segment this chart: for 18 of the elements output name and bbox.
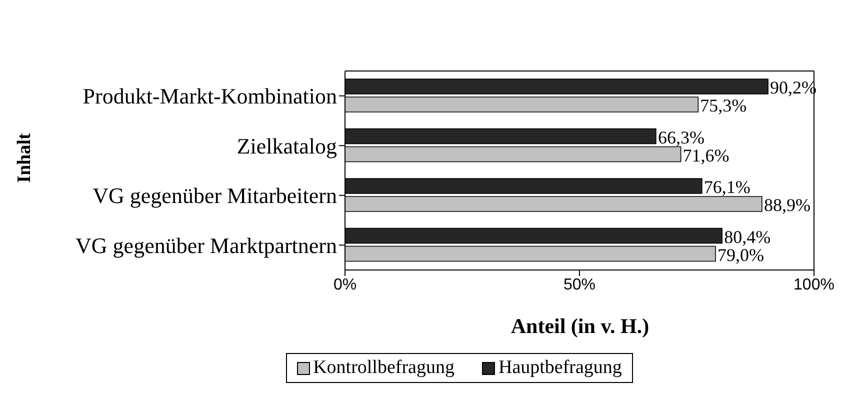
y-tick-label: VG gegenüber Mitarbeitern xyxy=(92,183,337,208)
y-axis-title: Inhalt xyxy=(14,133,36,183)
legend-label: Hauptbefragung xyxy=(497,357,622,379)
y-tick-label: Zielkatalog xyxy=(236,133,337,158)
x-tick-label: 100% xyxy=(794,276,834,294)
legend-label: Kontrollbefragung xyxy=(312,357,454,379)
data-label: 79,0% xyxy=(718,244,764,265)
data-label: 76,1% xyxy=(704,177,750,197)
y-tick-label: Produkt-Markt-Kombination xyxy=(82,84,337,109)
x-tick-label: 0% xyxy=(333,276,357,294)
data-label: 80,4% xyxy=(724,226,771,247)
data-label: 75,3% xyxy=(700,96,747,116)
data-label: 71,6% xyxy=(682,145,730,166)
x-axis-title: Anteil (in v. H.) xyxy=(510,314,650,339)
data-label: 88,9% xyxy=(764,195,810,215)
x-tick-label: 50% xyxy=(563,276,596,294)
y-tick-label: VG gegenüber Marktpartnern xyxy=(76,232,337,258)
data-label: 66,3% xyxy=(658,127,704,148)
